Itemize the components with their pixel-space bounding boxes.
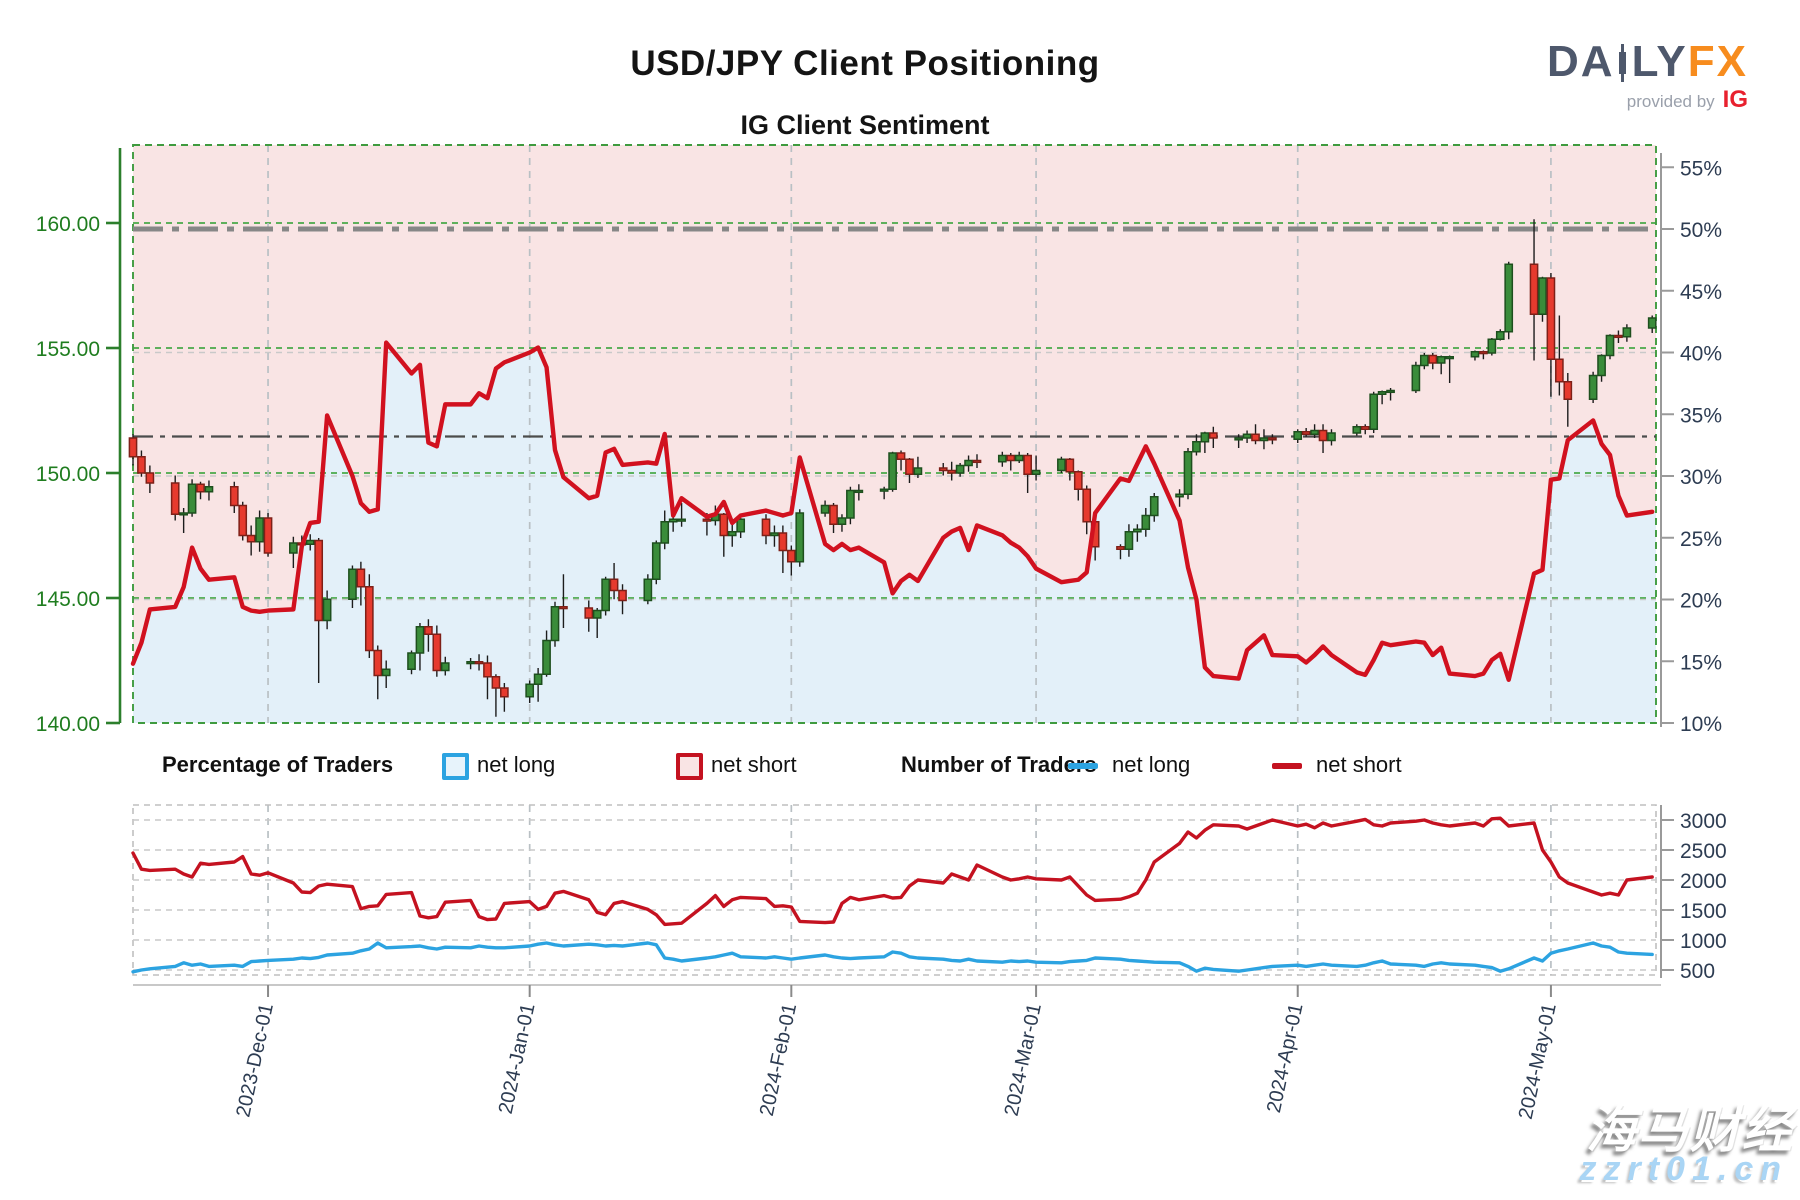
sentiment-area-fills (133, 145, 1656, 723)
trader-count-lines (131, 816, 1654, 974)
svg-text:2023-Dec-01: 2023-Dec-01 (232, 1001, 278, 1119)
svg-text:155.00: 155.00 (36, 338, 100, 361)
svg-text:35%: 35% (1680, 404, 1722, 427)
svg-text:2000: 2000 (1680, 870, 1727, 893)
svg-text:2024-Apr-01: 2024-Apr-01 (1263, 1001, 1308, 1114)
svg-text:25%: 25% (1680, 528, 1722, 551)
count-axis: 3000 2500 2000 1500 1000 500 (1660, 805, 1727, 983)
svg-text:2024-Feb-01: 2024-Feb-01 (756, 1001, 801, 1118)
svg-text:2500: 2500 (1680, 840, 1727, 863)
watermark-url: zzrt01.cn (1579, 1150, 1788, 1188)
svg-text:20%: 20% (1680, 590, 1722, 613)
legend-pct-net-short-label: net short (711, 752, 797, 777)
svg-text:2024-Jan-01: 2024-Jan-01 (495, 1001, 540, 1115)
svg-text:2024-Mar-01: 2024-Mar-01 (1001, 1001, 1046, 1118)
svg-text:50%: 50% (1680, 219, 1722, 242)
legend-pct-net-long-swatch (442, 753, 469, 780)
svg-text:1000: 1000 (1680, 930, 1727, 953)
svg-text:45%: 45% (1680, 281, 1722, 304)
legend-num-net-long-label: net long (1112, 752, 1191, 777)
svg-text:40%: 40% (1680, 343, 1722, 366)
chart-title: IG Client Sentiment (740, 110, 990, 140)
sentiment-guides (133, 226, 1656, 438)
logo-text-ly: LY (1631, 37, 1688, 86)
legend-num-net-short-label: net short (1316, 752, 1402, 777)
watermark-text: 海马财经 (1586, 1102, 1794, 1158)
svg-text:55%: 55% (1680, 157, 1722, 180)
ig-logo: IG (1722, 86, 1748, 113)
num-net-long-line (131, 941, 1654, 974)
svg-text:140.00: 140.00 (36, 713, 100, 736)
legend-pct-title: Percentage of Traders (162, 752, 394, 777)
provided-by-text: provided by (1626, 92, 1715, 111)
logo-text-fx: FX (1687, 37, 1748, 86)
legend-pct-net-short-swatch (676, 753, 703, 780)
net-short-pct-line (130, 340, 1655, 682)
svg-text:3000: 3000 (1680, 810, 1727, 833)
legend-pct-net-long-label: net long (477, 752, 556, 777)
num-net-short-line (131, 816, 1654, 927)
svg-text:30%: 30% (1680, 466, 1722, 489)
date-axis: 2023-Dec-01 2024-Jan-01 2024-Feb-01 2024-Ma… (133, 984, 1661, 1121)
svg-text:500: 500 (1680, 960, 1715, 983)
candlestick-icon (1618, 44, 1626, 82)
pct-axis: 55% 50% 45% 40% 35% 30% 25% 20% 15% 10% (1660, 153, 1722, 736)
plot-borders (132, 144, 1657, 976)
svg-text:1500: 1500 (1680, 900, 1727, 923)
candlesticks (128, 219, 1657, 717)
legend-num-net-long-swatch (1068, 763, 1098, 769)
page-title: USD/JPY Client Positioning (630, 44, 1100, 83)
svg-text:160.00: 160.00 (36, 213, 100, 236)
legend-num-net-short-swatch (1272, 763, 1302, 769)
legend-num-title: Number of Traders (901, 752, 1097, 777)
price-axis: 160.00 155.00 150.00 145.00 140.00 (36, 148, 122, 736)
svg-text:10%: 10% (1680, 713, 1722, 736)
svg-text:145.00: 145.00 (36, 588, 100, 611)
logo-text-da: DA (1547, 37, 1615, 86)
svg-text:15%: 15% (1680, 651, 1722, 674)
svg-text:2024-May-01: 2024-May-01 (1515, 1001, 1561, 1121)
svg-text:150.00: 150.00 (36, 463, 100, 486)
dailyfx-logo: DA LYFX provided by IG (1547, 40, 1748, 114)
